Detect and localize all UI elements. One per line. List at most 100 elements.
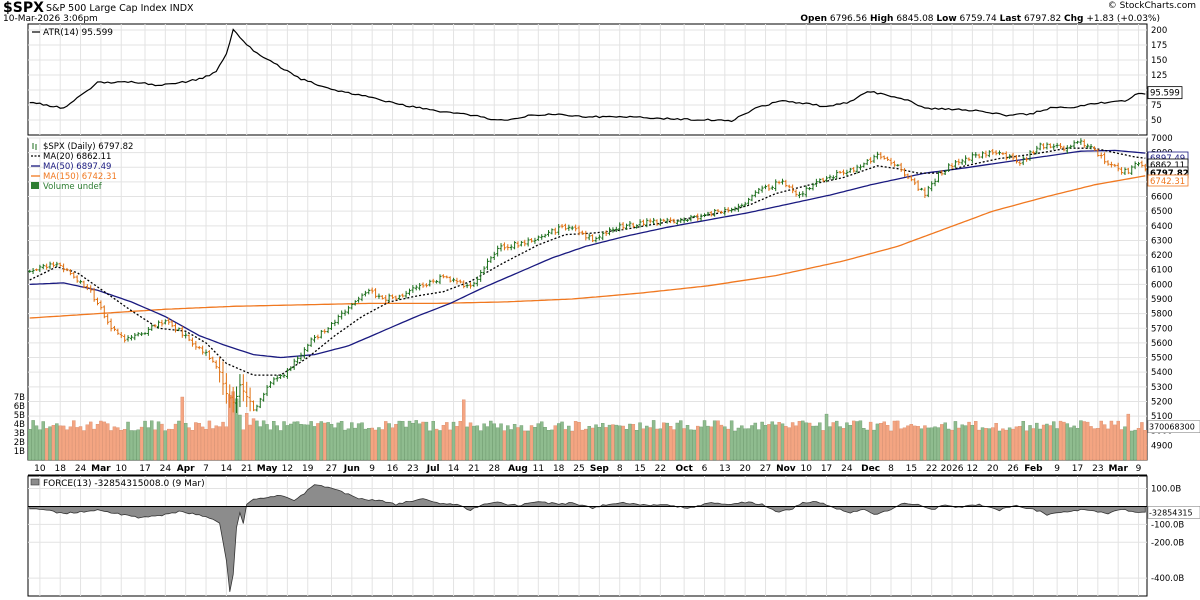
volume-bar (743, 428, 747, 461)
volume-bar (306, 424, 310, 461)
volume-bar (99, 420, 103, 461)
volume-bar (892, 420, 897, 461)
volume-bar (536, 423, 541, 461)
volume-bar (614, 424, 619, 461)
volume-bar (146, 427, 151, 461)
volume-bar (126, 421, 130, 461)
volume-bar (529, 425, 534, 461)
x-tick-label: 16 (387, 464, 399, 474)
volume-bar (991, 427, 995, 461)
volume-bar (316, 423, 320, 461)
volume-bar (448, 429, 452, 461)
volume-bar (346, 428, 351, 461)
volume-bar (943, 422, 947, 461)
volume-bar (241, 429, 246, 461)
volume-bar (445, 422, 449, 461)
x-tick-label: 8 (888, 464, 894, 474)
volume-bar (611, 424, 615, 461)
volume-bar (770, 421, 775, 461)
volume-bar (258, 426, 263, 461)
volume-bar (655, 428, 659, 461)
force-y-tick: -100.0B (1151, 520, 1184, 530)
volume-bar (482, 423, 486, 461)
volume-bar (540, 421, 544, 461)
volume-bar (953, 421, 958, 461)
volume-bar (519, 425, 524, 461)
volume-bar (757, 429, 761, 461)
price-y-tick: 4900 (1151, 441, 1173, 451)
volume-bar (299, 424, 303, 461)
volume-bar (1028, 425, 1032, 461)
volume-bar (224, 426, 229, 461)
volume-bar (512, 424, 517, 461)
volume-bar (980, 427, 985, 461)
volume-bar (143, 420, 147, 461)
x-tick-label: 11 (533, 464, 544, 474)
volume-bar (207, 420, 212, 461)
volume-bar (794, 425, 798, 461)
volume-bar (526, 430, 530, 461)
force-legend-swatch (30, 478, 40, 486)
volume-bar (1133, 429, 1137, 461)
stockcharts-watermark: © StockCharts.com (1107, 1, 1196, 11)
volume-bar (885, 425, 890, 461)
volume-bar (767, 424, 771, 461)
volume-bar (1051, 421, 1056, 461)
volume-bar (28, 429, 32, 461)
volume-bar (265, 424, 269, 461)
volume-bar (68, 426, 73, 461)
volume-bar (255, 420, 259, 461)
volume-bar (668, 426, 673, 461)
volume-bar (1140, 422, 1144, 461)
atr-value-label: 95.599 (1150, 89, 1180, 99)
volume-bar (173, 423, 178, 461)
volume-bar (441, 425, 446, 461)
x-tick-label: 17 (1072, 464, 1083, 474)
volume-bar (105, 423, 110, 461)
x-tick-label: Dec (861, 464, 880, 474)
volume-bar (940, 424, 944, 461)
volume-bar (380, 429, 385, 461)
price-y-tick: 6100 (1151, 266, 1173, 276)
volume-bar (584, 428, 588, 461)
volume-bar (821, 430, 825, 461)
volume-bar (709, 426, 713, 461)
volume-bar (248, 424, 252, 461)
volume-bar (797, 421, 802, 461)
volume-bar (295, 421, 300, 461)
volume-bar (804, 422, 808, 461)
volume-bar (390, 427, 395, 461)
x-tick-label: 24 (841, 464, 853, 474)
volume-bar (682, 428, 686, 461)
volume-bar (1048, 425, 1053, 461)
volume-bar (31, 420, 35, 461)
volume-bar (122, 429, 127, 461)
x-tick-label: 20 (987, 464, 999, 474)
volume-bar (1143, 430, 1148, 461)
volume-bar (1062, 421, 1066, 461)
volume-bar (807, 422, 812, 461)
price-y-tick: 5300 (1151, 383, 1173, 393)
volume-bar (516, 427, 520, 461)
volume-bar (777, 422, 781, 461)
volume-bar (852, 420, 856, 461)
volume-bar (957, 427, 961, 461)
volume-bar (78, 426, 83, 461)
volume-bar (112, 426, 117, 461)
volume-bar (377, 427, 381, 461)
volume-bar (645, 425, 649, 461)
volume-bar (139, 426, 144, 461)
volume-bar (916, 426, 920, 461)
atr-line (29, 28, 1146, 123)
volume-bar (1031, 428, 1036, 461)
volume-bar (753, 422, 758, 461)
volume-bar (729, 420, 734, 461)
force-value-label: -32854315 (1149, 508, 1193, 517)
volume-bar (1106, 428, 1110, 461)
price-y-tick: 5100 (1151, 412, 1173, 422)
volume-bar (1079, 420, 1083, 461)
volume-bar (648, 427, 652, 461)
volume-bar (963, 425, 968, 461)
volume-bar (360, 422, 364, 461)
volume-bar (567, 425, 571, 461)
